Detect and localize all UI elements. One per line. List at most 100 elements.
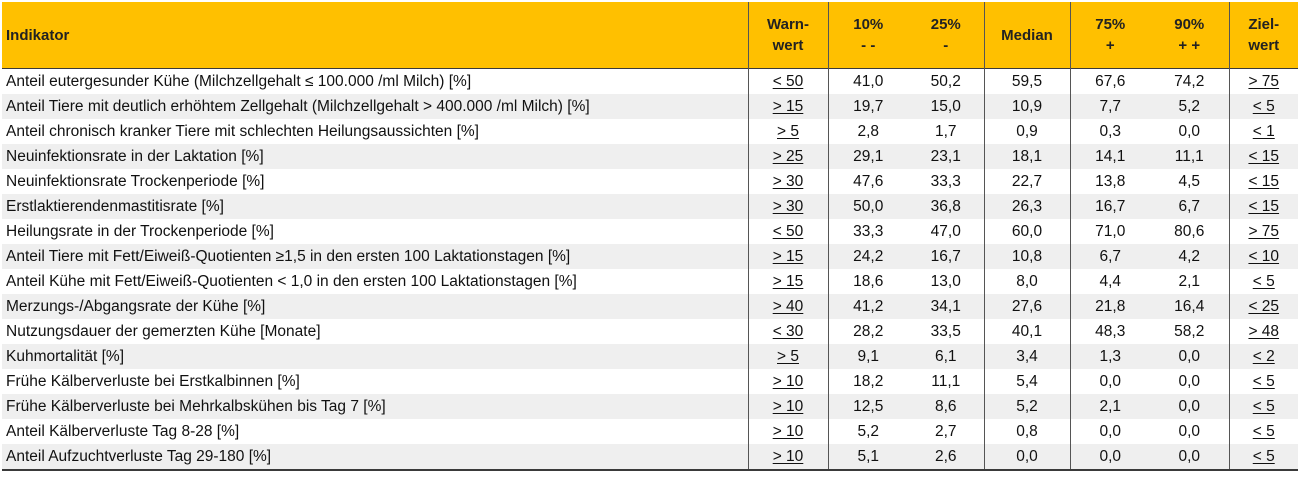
cell-p10: 2,8 [827, 119, 908, 144]
cell-zielwert-value: < 15 [1248, 147, 1280, 165]
cell-p90: 11,1 [1150, 144, 1229, 169]
cell-p75: 1,3 [1069, 344, 1150, 369]
cell-warnwert: > 40 [747, 294, 828, 319]
cell-warnwert: > 10 [747, 394, 828, 419]
cell-warnwert: > 15 [747, 244, 828, 269]
cell-median: 27,6 [983, 294, 1070, 319]
indicator-table: Indikator Warn- wert 10% - - 25% - Media… [2, 2, 1298, 471]
cell-zielwert: < 5 [1228, 394, 1298, 419]
header-row: Indikator Warn- wert 10% - - 25% - Media… [2, 2, 1298, 69]
cell-indikator: Heilungsrate in der Trockenperiode [%] [6, 222, 274, 240]
cell-p25: 34,1 [908, 294, 984, 319]
cell-zielwert-value: < 15 [1248, 172, 1280, 190]
cell-warnwert-value: > 10 [772, 422, 804, 440]
cell-warnwert: > 10 [747, 419, 828, 444]
cell-zielwert: > 75 [1228, 219, 1298, 244]
cell-p75: 4,4 [1069, 269, 1150, 294]
cell-median: 0,8 [983, 419, 1070, 444]
cell-zielwert: < 5 [1228, 444, 1298, 471]
cell-p25: 8,6 [908, 394, 984, 419]
cell-warnwert-value: > 10 [772, 372, 804, 390]
cell-median: 0,9 [983, 119, 1070, 144]
cell-p10: 18,2 [827, 369, 908, 394]
cell-indikator: Anteil Kühe mit Fett/Eiweiß-Quotienten <… [6, 272, 577, 290]
cell-p25: 16,7 [908, 244, 984, 269]
cell-zielwert-value: < 15 [1248, 197, 1280, 215]
table-row: Kuhmortalität [%] > 5 9,1 6,1 3,4 1,3 0,0 < 2 [2, 344, 1298, 369]
cell-indikator: Kuhmortalität [%] [2, 344, 748, 369]
cell-warnwert-value: < 50 [772, 72, 804, 90]
cell-p75: 13,8 [1069, 169, 1150, 194]
cell-p25: 1,7 [934, 122, 957, 140]
cell-p10: 28,2 [827, 319, 908, 344]
cell-p90: 2,1 [1178, 272, 1201, 290]
cell-p25: 23,1 [908, 144, 984, 169]
cell-zielwert-value: < 5 [1252, 447, 1275, 465]
header-p10: 10% - - [827, 2, 908, 69]
cell-median: 3,4 [983, 344, 1070, 369]
cell-p90: 4,2 [1150, 244, 1229, 269]
cell-p10: 50,0 [827, 194, 908, 219]
cell-p10: 29,1 [827, 144, 908, 169]
cell-indikator: Neuinfektionsrate Trockenperiode [%] [6, 172, 265, 190]
cell-warnwert: > 10 [747, 444, 828, 471]
cell-p75: 14,1 [1069, 144, 1150, 169]
cell-zielwert-value: < 1 [1252, 122, 1275, 140]
header-p25: 25% - [908, 2, 984, 69]
cell-zielwert: < 5 [1228, 369, 1298, 394]
cell-zielwert: < 5 [1228, 94, 1298, 119]
cell-zielwert-value: < 5 [1252, 397, 1275, 415]
cell-p10: 41,2 [827, 294, 908, 319]
cell-p25: 50,2 [930, 72, 961, 90]
header-indikator: Indikator [2, 2, 748, 69]
cell-median: 59,5 [983, 68, 1070, 94]
cell-warnwert: > 5 [747, 119, 828, 144]
cell-p90: 0,0 [1150, 344, 1229, 369]
header-p90-line-1: 90% [1174, 16, 1205, 33]
cell-warnwert-value: > 15 [772, 247, 804, 265]
table-row: Neuinfektionsrate in der Laktation [%] > … [2, 144, 1298, 169]
cell-zielwert-value: > 75 [1248, 72, 1280, 90]
cell-p25: 13,0 [930, 272, 961, 290]
cell-indikator: Anteil Aufzuchtverluste Tag 29-180 [%] [2, 444, 748, 471]
cell-p10: 18,6 [827, 269, 908, 294]
cell-p25: 15,0 [908, 94, 984, 119]
cell-warnwert: < 50 [747, 68, 828, 94]
cell-p75: 2,1 [1069, 394, 1150, 419]
cell-p10: 24,2 [827, 244, 908, 269]
cell-zielwert-value: > 48 [1248, 322, 1280, 340]
table-body: Anteil eutergesunder Kühe (Milchzellgeha… [2, 68, 1298, 471]
cell-indikator: Erstlaktierendenmastitisrate [%] [2, 194, 748, 219]
table-row: Nutzungsdauer der gemerzten Kühe [Monate… [2, 319, 1298, 344]
cell-p90: 5,2 [1150, 94, 1229, 119]
cell-warnwert-value: > 10 [772, 447, 804, 465]
cell-median: 10,8 [983, 244, 1070, 269]
cell-p90: 0,0 [1150, 444, 1229, 471]
header-zielwert: Ziel- wert [1228, 2, 1298, 69]
cell-median: 0,0 [983, 444, 1070, 471]
cell-zielwert: < 25 [1228, 294, 1298, 319]
cell-median: 8,0 [983, 269, 1070, 294]
cell-median: 10,9 [983, 94, 1070, 119]
cell-warnwert: < 50 [747, 219, 828, 244]
table-row: Merzungs-/Abgangsrate der Kühe [%] > 40 41… [2, 294, 1298, 319]
cell-zielwert: < 1 [1228, 119, 1298, 144]
cell-warnwert: > 30 [747, 169, 828, 194]
cell-warnwert-value: > 30 [772, 197, 804, 215]
cell-zielwert: < 5 [1228, 419, 1298, 444]
cell-zielwert-value: > 75 [1248, 222, 1280, 240]
cell-indikator: Anteil Tiere mit deutlich erhöhtem Zellg… [2, 94, 748, 119]
cell-warnwert-value: > 40 [772, 297, 804, 315]
cell-zielwert: < 2 [1228, 344, 1298, 369]
table-row: Anteil Tiere mit deutlich erhöhtem Zellg… [2, 94, 1298, 119]
cell-warnwert-value: > 15 [772, 97, 804, 115]
cell-p25: 2,7 [934, 422, 957, 440]
header-p75-line-2: + [1105, 37, 1115, 54]
cell-median: 5,4 [983, 369, 1070, 394]
cell-warnwert: > 15 [747, 269, 828, 294]
indicator-table-container: Indikator Warn- wert 10% - - 25% - Media… [2, 2, 1298, 471]
cell-warnwert-value: > 25 [772, 147, 804, 165]
header-p10-line-1: 10% [853, 16, 884, 33]
cell-zielwert: < 5 [1228, 269, 1298, 294]
table-row: Frühe Kälberverluste bei Erstkalbinnen [… [2, 369, 1298, 394]
